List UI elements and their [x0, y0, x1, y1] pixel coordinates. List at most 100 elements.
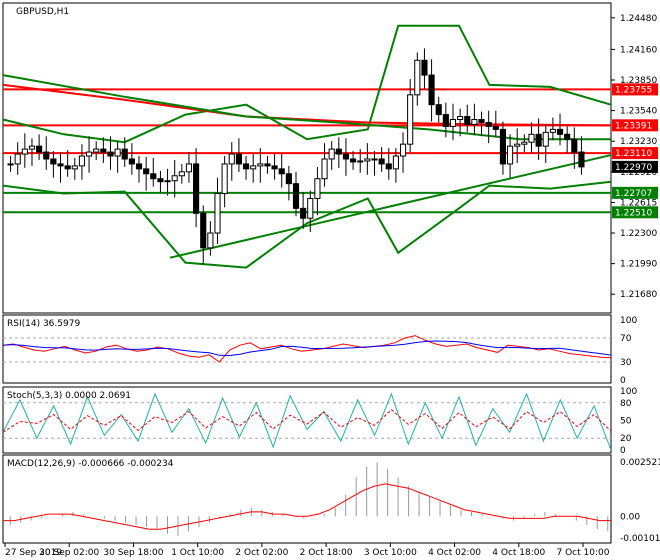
candle-body [178, 171, 185, 177]
level-badge [612, 206, 658, 219]
candle-body [71, 165, 78, 170]
candle-body [457, 116, 464, 120]
candle-body [392, 155, 399, 170]
candle-body [57, 163, 64, 167]
candle-body [107, 151, 114, 157]
candle-body [114, 148, 121, 157]
candle-body [435, 104, 442, 116]
rsi-tick-label: 30 [620, 358, 632, 368]
candle-body [371, 158, 378, 161]
candle-body [364, 158, 371, 162]
trendline [169, 154, 612, 259]
time-label: 30 Sep 18:00 [103, 548, 163, 558]
price-tick-label: 1.22300 [620, 229, 657, 239]
candle-body [307, 197, 314, 219]
candle-body [478, 119, 485, 123]
price-tick-label: 1.21990 [620, 260, 657, 270]
time-label: 7 Oct 10:00 [557, 548, 610, 558]
candle-body [28, 145, 36, 150]
candle-body [150, 173, 157, 180]
time-label: 4 Oct 18:00 [492, 548, 545, 558]
rsi-title: RSI(14) 36.5979 [7, 319, 80, 329]
candle-body [399, 143, 407, 157]
candle-body [271, 165, 278, 170]
candle-body [556, 128, 564, 135]
current-price-label: 1.22970 [615, 163, 652, 173]
candle-body [164, 180, 171, 183]
price-tick-label: 1.21680 [620, 290, 657, 300]
candle-body [328, 148, 335, 160]
instrument-title: GBPUSD,H1 [16, 7, 69, 17]
level-badge [612, 83, 658, 96]
candle-body [350, 158, 357, 163]
candle-body [235, 153, 242, 165]
candle-body [314, 178, 321, 199]
price-panel: 1.24480 1.24160 1.23850 1.23540 1.23230 1.229… [2, 14, 658, 300]
macd-tick-label: 0.002521 [620, 458, 660, 468]
candle-body [78, 155, 85, 167]
time-label: 2 Oct 02:00 [235, 548, 288, 558]
rsi-tick-label: 100 [620, 316, 637, 326]
candle-body [264, 163, 271, 167]
candle-body [549, 128, 556, 133]
candle-body [128, 158, 135, 165]
price-tick-label: 1.23230 [620, 137, 657, 147]
candle-body [428, 74, 435, 106]
candle-body [442, 114, 449, 127]
candle-body [335, 148, 342, 155]
macd-panel: 0.002521 0.00 -0.001016 [3, 458, 660, 544]
candle-body [250, 165, 257, 170]
candle-body [100, 148, 107, 153]
price-tick-label: 1.24160 [620, 45, 657, 55]
candle-body [528, 133, 535, 143]
candle-body [171, 175, 178, 182]
candle-body [321, 158, 328, 180]
candle-body [242, 163, 250, 170]
macd-tick-label: -0.001016 [620, 534, 660, 544]
candle-body [521, 141, 528, 145]
stoch-k-line [2, 392, 612, 451]
bollinger-lower [2, 180, 612, 269]
level-label: 1.23755 [615, 85, 652, 95]
price-tick-label: 1.23850 [620, 76, 657, 86]
candle-body [64, 165, 71, 170]
candle-body [36, 145, 43, 153]
price-panel-frame [2, 2, 612, 314]
sma-mid [2, 74, 611, 141]
level-badge [612, 119, 658, 132]
candle-body [449, 119, 457, 127]
candle-body [564, 133, 571, 140]
candle-body [578, 151, 585, 168]
rsi-panel: 100 70 30 0 [2, 316, 637, 386]
rsi-tick-label: 0 [620, 376, 626, 386]
current-price-badge [612, 160, 658, 173]
candle-body [278, 168, 285, 175]
stoch-panel-frame [2, 386, 612, 454]
candle-body [292, 183, 300, 209]
candle-body [499, 128, 507, 165]
candle-body [421, 59, 428, 76]
candle-body [200, 212, 207, 249]
candle-body [342, 153, 350, 160]
candle-body [221, 163, 228, 195]
macd-signal-line [3, 483, 611, 530]
rsi-tick-label: 70 [620, 334, 632, 344]
price-tick-label: 1.23540 [620, 107, 657, 117]
candle-body [93, 148, 100, 153]
candle-body [135, 163, 143, 170]
macd-title: MACD(12,26,9) -0.000666 -0.000234 [7, 459, 174, 469]
price-tick-label: 1.24480 [620, 14, 657, 24]
candle-body [514, 143, 521, 147]
candle-body [571, 138, 578, 153]
candle-body [507, 145, 514, 165]
candle-body [492, 125, 499, 130]
candle-body [378, 158, 385, 165]
candle-body [407, 94, 414, 145]
candle-body [300, 207, 307, 219]
candle-body [542, 131, 549, 147]
candle-body [207, 232, 214, 249]
stoch-tick-label: 0 [620, 446, 626, 456]
time-label: 4 Oct 02:00 [428, 548, 481, 558]
stoch-tick-label: 100 [620, 387, 637, 397]
